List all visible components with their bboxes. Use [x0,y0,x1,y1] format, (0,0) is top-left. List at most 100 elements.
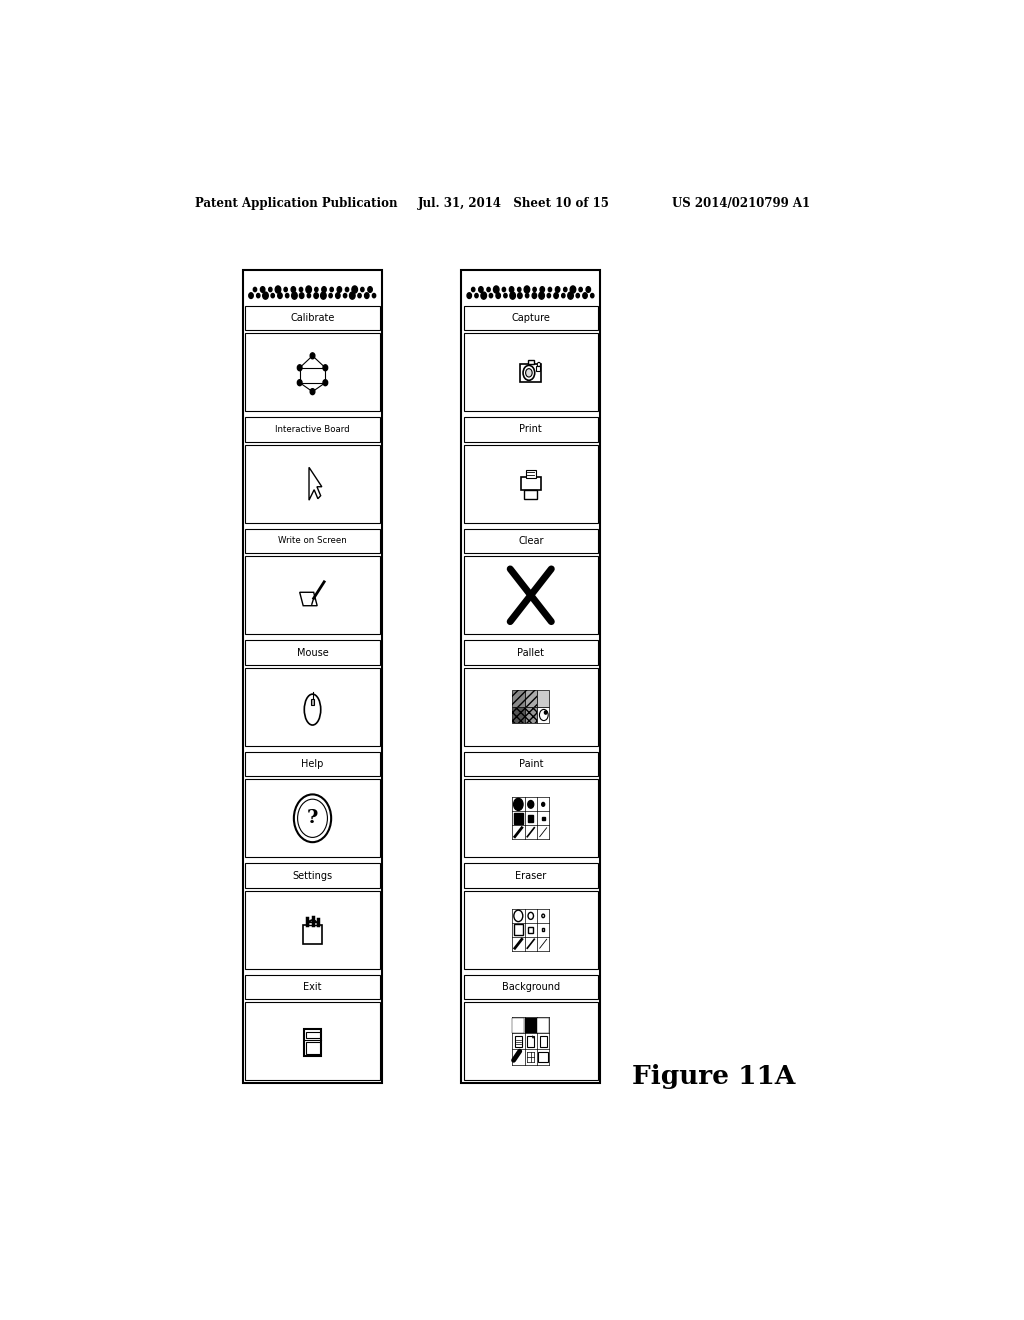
Circle shape [579,288,583,292]
Circle shape [310,352,314,359]
Circle shape [330,288,334,292]
Bar [464,668,598,746]
Circle shape [514,799,523,810]
Text: Settings: Settings [293,870,333,880]
Bar [524,490,538,499]
Bar [537,690,550,706]
Circle shape [583,293,587,298]
Circle shape [509,286,514,292]
Bar [528,927,534,933]
Circle shape [360,288,365,292]
Circle shape [545,711,547,714]
Circle shape [502,288,506,292]
Circle shape [517,288,521,292]
Circle shape [547,293,551,298]
Circle shape [525,368,532,378]
Bar [512,690,524,706]
Circle shape [321,292,326,300]
Text: ?: ? [307,809,318,826]
Bar [464,974,598,999]
Circle shape [323,364,328,371]
Bar [246,417,380,442]
Bar [539,1052,548,1063]
Circle shape [297,380,302,385]
Circle shape [343,293,347,298]
Circle shape [336,293,340,298]
Text: Patent Application Publication: Patent Application Publication [196,197,398,210]
Bar [305,1041,319,1053]
Circle shape [567,292,573,300]
Bar [525,470,536,478]
Bar [514,813,523,824]
Circle shape [540,709,548,721]
Circle shape [504,293,507,298]
Circle shape [532,293,537,298]
Bar [464,1002,598,1080]
Circle shape [306,286,311,293]
Bar [304,1030,322,1056]
Circle shape [586,286,591,292]
Circle shape [365,293,369,298]
Circle shape [297,364,302,371]
Circle shape [532,288,537,292]
Circle shape [271,293,274,298]
Circle shape [373,293,376,298]
Circle shape [294,795,331,842]
Circle shape [471,288,475,292]
Circle shape [475,293,478,298]
Circle shape [352,286,357,293]
Circle shape [345,288,349,292]
Bar [542,817,545,820]
Circle shape [525,293,528,298]
Bar [246,863,380,888]
Bar [464,529,598,553]
Bar [246,640,380,665]
Circle shape [542,915,545,917]
Text: Capture: Capture [511,313,550,323]
Circle shape [518,293,522,298]
Circle shape [528,912,534,919]
Bar [542,928,545,932]
Circle shape [253,288,257,292]
Circle shape [337,286,342,292]
Circle shape [555,286,560,292]
Bar [246,445,380,523]
Bar [311,700,313,705]
Bar [524,690,537,706]
Bar [536,366,540,371]
Circle shape [257,293,260,298]
Bar [464,417,598,442]
Bar [246,529,380,553]
Text: Calibrate: Calibrate [291,313,335,323]
Bar [464,863,598,888]
Bar [246,1002,380,1080]
Bar [512,1018,524,1034]
Bar [246,752,380,776]
Bar [528,814,534,822]
Bar [528,360,535,364]
Bar [464,445,598,523]
Bar [538,1018,549,1034]
Bar [305,1032,319,1039]
Bar [512,690,524,706]
Text: Exit: Exit [303,982,322,993]
Bar [524,706,537,723]
Bar [246,306,380,330]
Bar [246,668,380,746]
Text: Interactive Board: Interactive Board [275,425,350,434]
Bar [464,640,598,665]
Circle shape [496,293,501,298]
Circle shape [278,293,283,298]
Text: Write on Screen: Write on Screen [279,536,347,545]
Circle shape [268,288,272,292]
Bar [514,924,522,936]
Circle shape [291,286,296,292]
Circle shape [286,293,289,298]
Bar [524,706,537,723]
Circle shape [307,293,310,298]
Bar [464,556,598,635]
Circle shape [263,292,268,300]
Bar [246,333,380,412]
Circle shape [275,286,281,293]
Circle shape [539,292,545,300]
